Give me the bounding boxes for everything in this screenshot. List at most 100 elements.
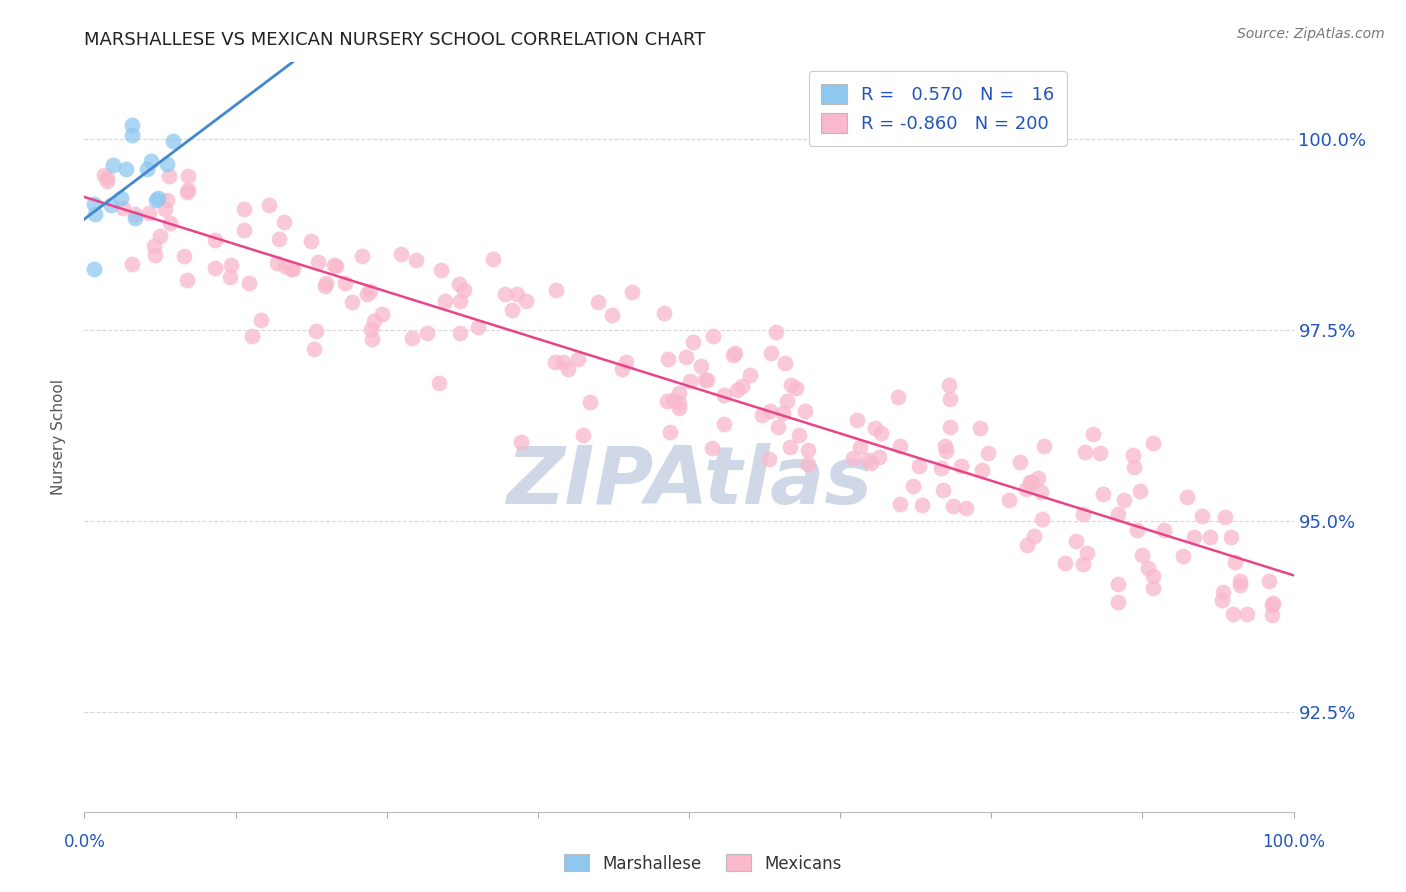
Point xyxy=(780,378,803,392)
Point xyxy=(1191,509,1213,524)
Point xyxy=(682,334,704,349)
Point xyxy=(1107,576,1129,591)
Point xyxy=(938,420,960,434)
Point xyxy=(83,196,105,211)
Point xyxy=(124,211,146,225)
Point xyxy=(657,394,679,409)
Point xyxy=(1223,555,1246,569)
Point xyxy=(557,361,579,376)
Point xyxy=(970,463,993,477)
Point xyxy=(156,156,179,170)
Point xyxy=(136,161,159,176)
Point xyxy=(1229,574,1251,588)
Point xyxy=(83,207,105,221)
Point xyxy=(482,252,505,267)
Point xyxy=(841,451,863,466)
Point xyxy=(1033,439,1056,453)
Point xyxy=(204,234,226,248)
Point xyxy=(283,262,305,277)
Point xyxy=(233,223,256,237)
Point xyxy=(859,456,882,470)
Point xyxy=(176,185,198,199)
Point xyxy=(586,295,609,310)
Point xyxy=(111,202,134,216)
Point xyxy=(1064,533,1087,548)
Point xyxy=(340,295,363,310)
Point xyxy=(1071,508,1094,522)
Point xyxy=(1092,487,1115,501)
Point xyxy=(935,444,957,458)
Point xyxy=(515,293,537,308)
Point xyxy=(315,277,337,291)
Point xyxy=(1076,546,1098,560)
Point xyxy=(662,393,685,408)
Point xyxy=(572,427,595,442)
Point xyxy=(1211,593,1233,607)
Point xyxy=(761,345,783,359)
Point xyxy=(1142,581,1164,595)
Point xyxy=(1026,471,1049,485)
Point xyxy=(713,417,735,431)
Point xyxy=(434,293,457,308)
Point xyxy=(449,326,471,341)
Point xyxy=(173,249,195,263)
Point xyxy=(115,161,138,176)
Point xyxy=(143,239,166,253)
Point xyxy=(1018,475,1040,490)
Point xyxy=(938,377,960,392)
Point xyxy=(668,395,690,409)
Point xyxy=(124,207,146,221)
Point xyxy=(1021,475,1043,489)
Point xyxy=(1142,435,1164,450)
Point xyxy=(911,498,934,512)
Point xyxy=(177,169,200,183)
Point xyxy=(934,439,956,453)
Point xyxy=(1126,524,1149,538)
Text: 100.0%: 100.0% xyxy=(1263,833,1324,851)
Point xyxy=(1015,482,1038,496)
Point xyxy=(240,329,263,343)
Point xyxy=(322,258,344,272)
Point xyxy=(845,412,868,426)
Point xyxy=(1220,530,1243,544)
Point xyxy=(1199,530,1222,544)
Point xyxy=(506,287,529,301)
Point xyxy=(731,379,754,393)
Point xyxy=(138,206,160,220)
Point xyxy=(494,287,516,301)
Point xyxy=(1229,578,1251,592)
Point xyxy=(427,376,450,390)
Point xyxy=(668,401,690,415)
Point xyxy=(401,331,423,345)
Point xyxy=(143,247,166,261)
Point xyxy=(621,285,644,299)
Point xyxy=(610,362,633,376)
Point xyxy=(159,216,181,230)
Point xyxy=(889,497,911,511)
Point xyxy=(939,392,962,406)
Point xyxy=(162,134,184,148)
Point xyxy=(449,293,471,308)
Point xyxy=(360,332,382,346)
Point xyxy=(335,276,357,290)
Point xyxy=(219,269,242,284)
Point xyxy=(1107,508,1129,522)
Point xyxy=(787,428,810,442)
Point xyxy=(100,198,122,212)
Point xyxy=(96,174,118,188)
Point xyxy=(690,359,713,373)
Point xyxy=(1129,483,1152,498)
Point xyxy=(1182,530,1205,544)
Point xyxy=(721,348,744,362)
Point xyxy=(416,326,439,340)
Point xyxy=(149,229,172,244)
Point xyxy=(1173,549,1195,564)
Text: MARSHALLESE VS MEXICAN NURSERY SCHOOL CORRELATION CHART: MARSHALLESE VS MEXICAN NURSERY SCHOOL CO… xyxy=(84,31,706,49)
Point xyxy=(467,320,489,334)
Point xyxy=(725,383,748,397)
Point xyxy=(146,191,169,205)
Point xyxy=(156,194,179,208)
Point xyxy=(121,128,143,143)
Point xyxy=(779,440,801,454)
Point xyxy=(176,273,198,287)
